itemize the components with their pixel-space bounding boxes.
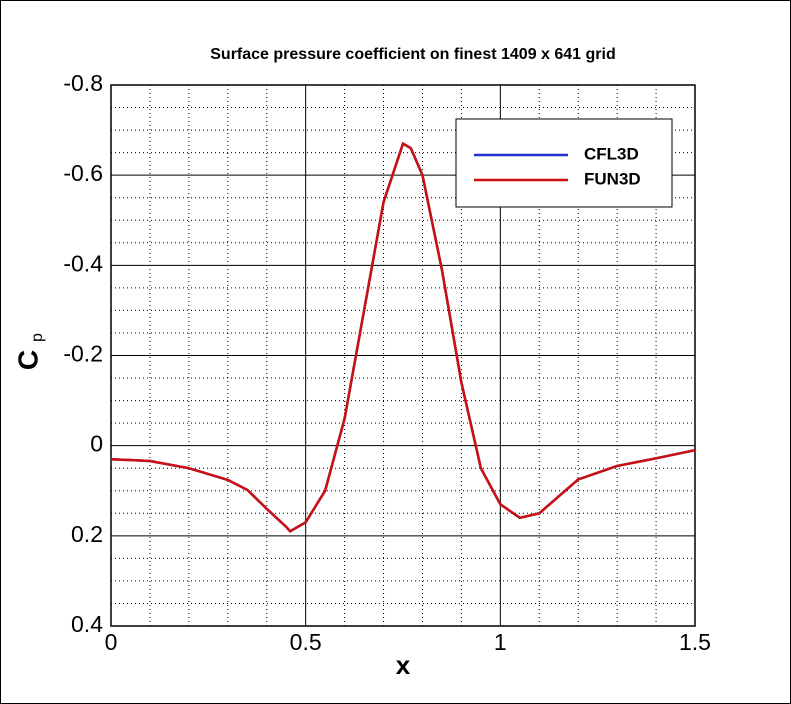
plot-frame [110, 84, 696, 627]
x-tick-label: 1.5 [679, 629, 711, 655]
y-tick-label: -0.2 [63, 341, 103, 367]
series-line [110, 141, 696, 533]
y-tick-label: -0.4 [63, 250, 103, 276]
x-tick-label: 0 [105, 629, 118, 655]
y-axis-label: C p [12, 333, 46, 370]
y-tick-label: 0.2 [71, 521, 103, 547]
y-tick-label: -0.6 [63, 160, 103, 186]
y-axis-label-subscript: p [29, 333, 46, 342]
x-tick-label: 0.5 [290, 629, 322, 655]
y-tick-label: -0.8 [63, 70, 103, 96]
y-tick-label: 0 [90, 431, 103, 457]
y-axis-label-main: C [12, 350, 43, 370]
y-tick-label: 0.4 [71, 611, 103, 637]
legend-label: CFL3D [584, 144, 639, 163]
x-tick-label: 1 [494, 629, 507, 655]
legend-box [455, 118, 673, 208]
legend-label: FUN3D [584, 169, 641, 188]
x-axis-label: x [396, 650, 411, 680]
chart-title: Surface pressure coefficient on finest 1… [210, 46, 616, 63]
